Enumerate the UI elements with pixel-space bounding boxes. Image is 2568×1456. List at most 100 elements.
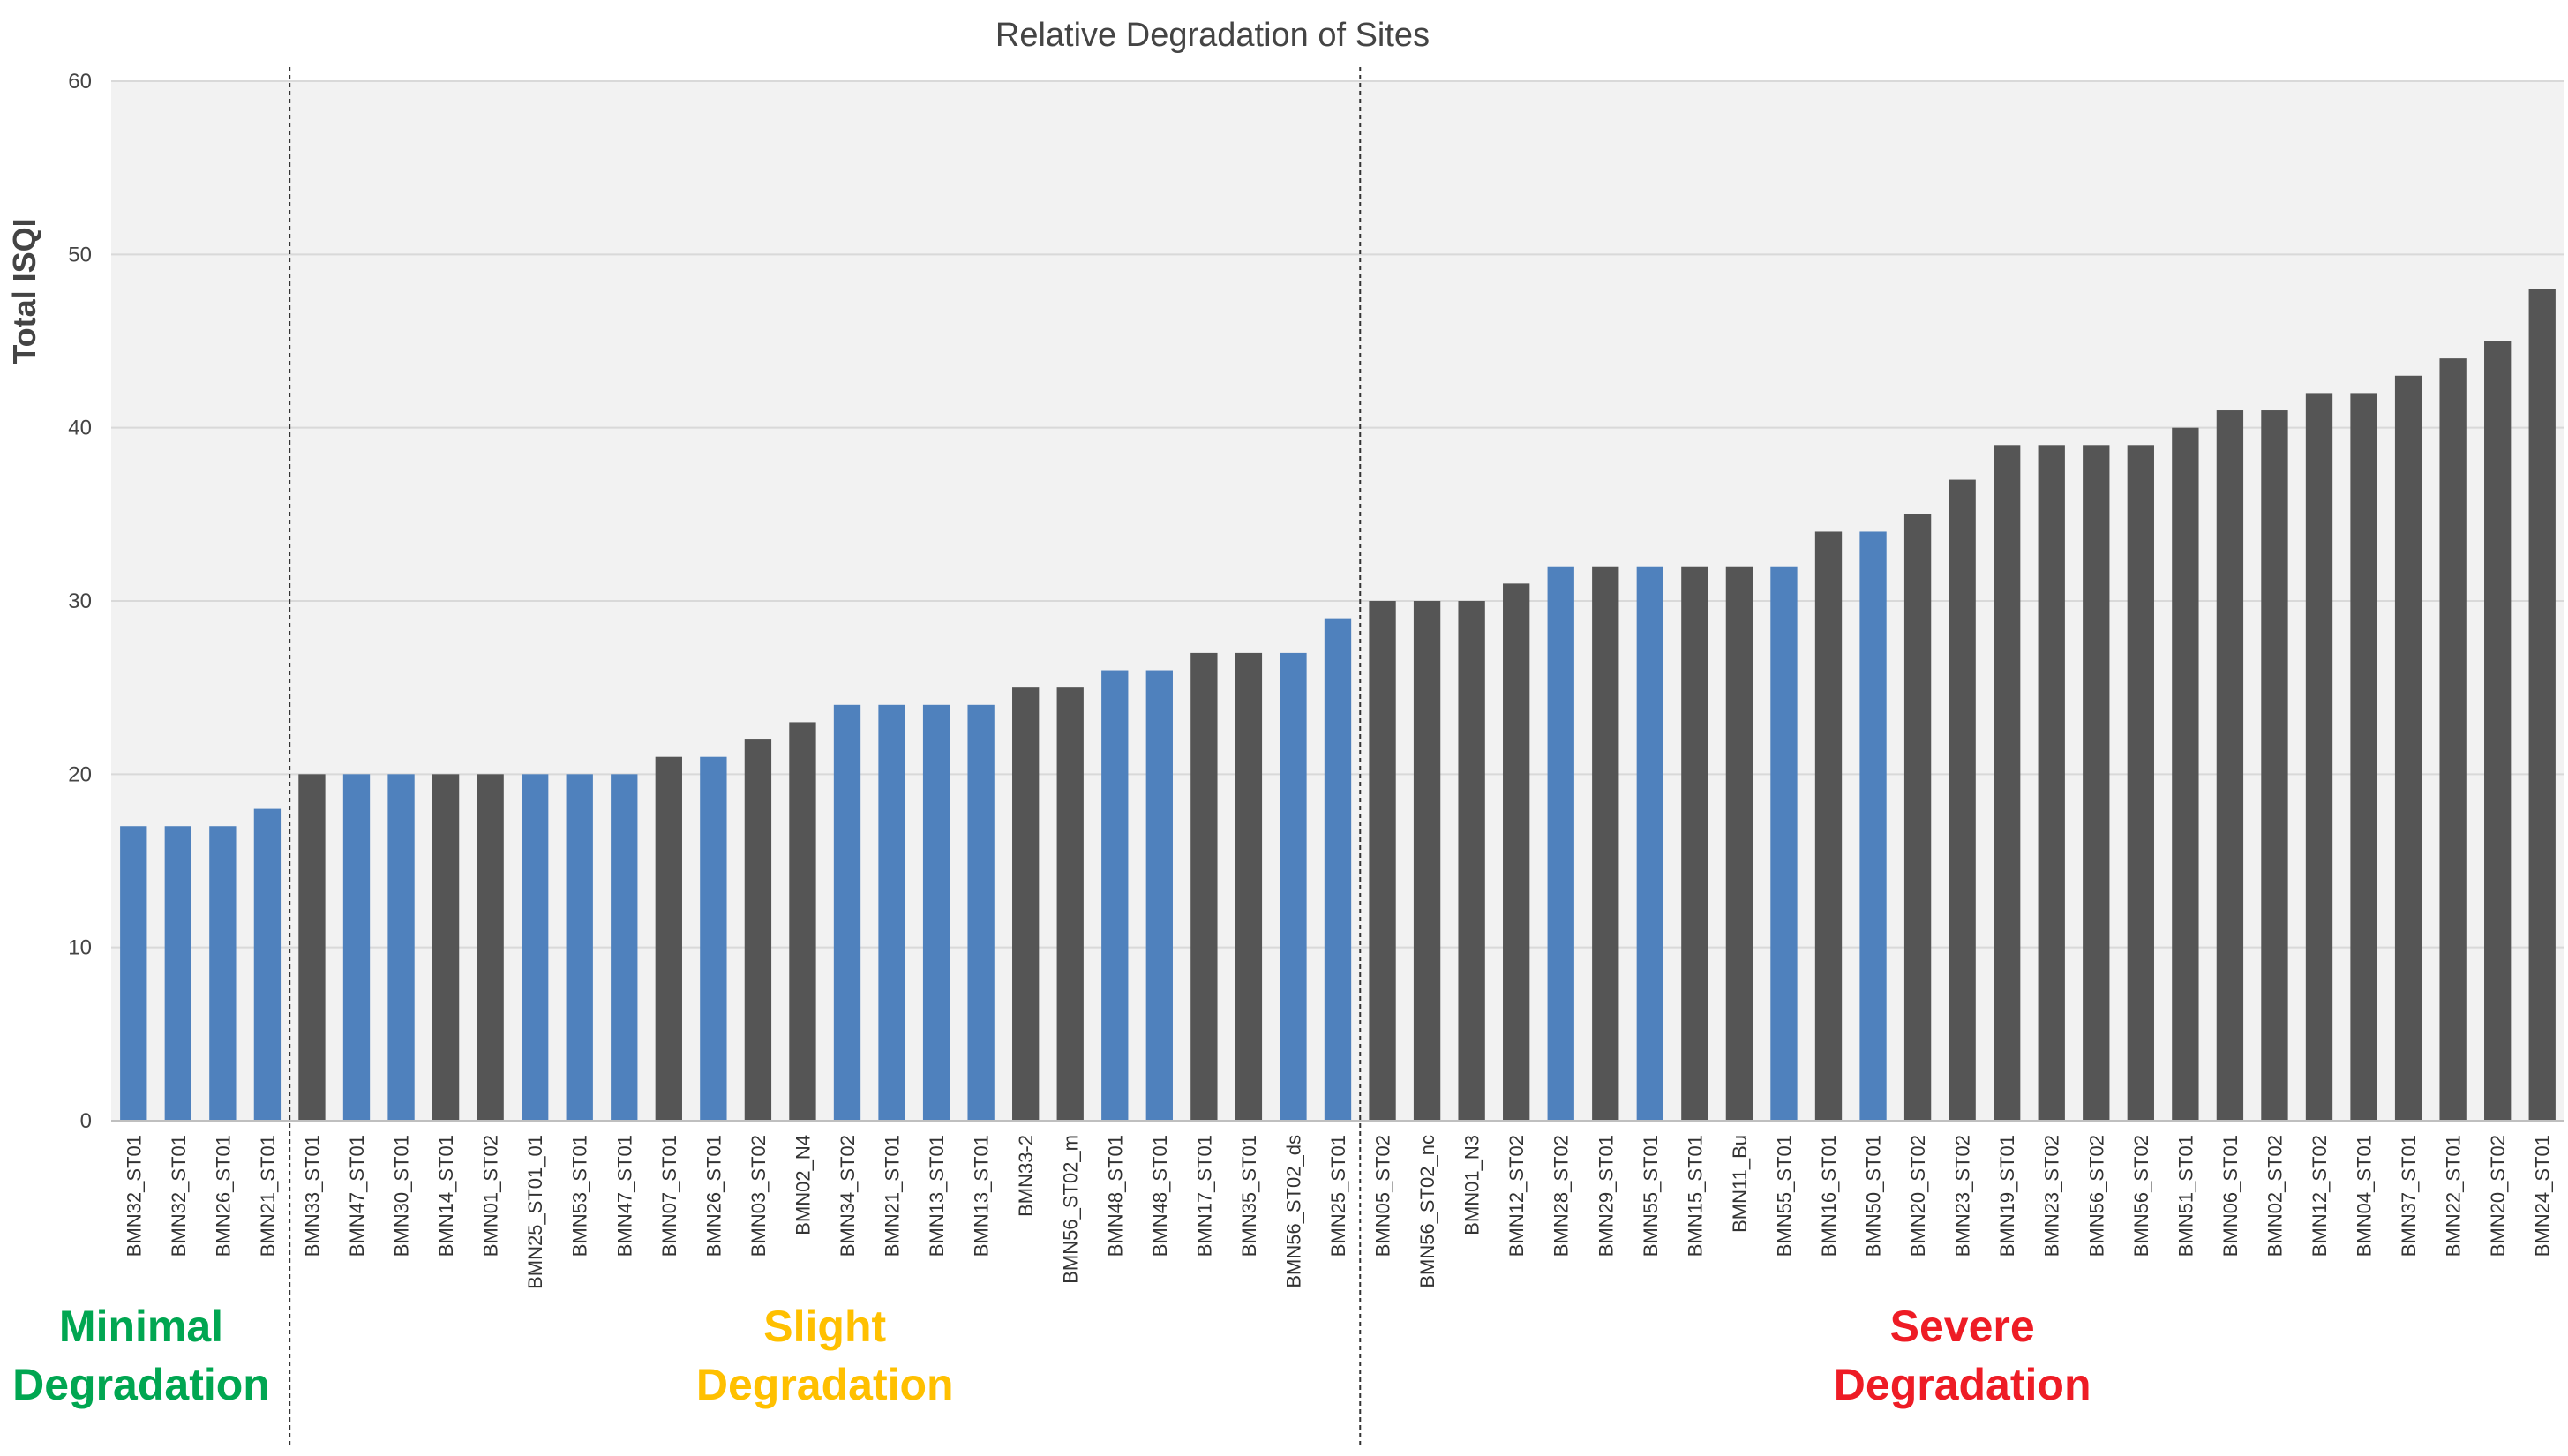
bar	[967, 704, 995, 1121]
x-tick-label: BMN21_ST01	[882, 1135, 904, 1257]
bar	[1101, 670, 1129, 1121]
bar	[1725, 566, 1753, 1121]
bar	[922, 704, 950, 1121]
bar	[700, 756, 727, 1121]
bar	[2439, 358, 2467, 1122]
x-tick-label: BMN35_ST01	[1238, 1135, 1260, 1257]
x-tick-label: BMN53_ST01	[569, 1135, 591, 1257]
bar	[2528, 289, 2556, 1122]
bar	[522, 774, 549, 1121]
bar	[744, 739, 772, 1121]
bar	[1681, 566, 1708, 1121]
bar	[1949, 479, 1976, 1121]
x-tick-label: BMN47_ST01	[346, 1135, 368, 1257]
bar	[387, 774, 415, 1121]
x-tick-label: BMN26_ST01	[212, 1135, 234, 1257]
zone-label-line2: Degradation	[696, 1360, 954, 1409]
bar	[1770, 566, 1798, 1121]
bar	[2038, 445, 2065, 1121]
bar	[1994, 445, 2021, 1121]
x-tick-label: BMN23_ST02	[1952, 1135, 1974, 1257]
bar	[2216, 410, 2244, 1121]
x-tick-label: BMN23_ST02	[2041, 1135, 2063, 1257]
x-tick-label: BMN55_ST01	[1773, 1135, 1795, 1257]
bar	[477, 774, 504, 1121]
x-tick-label: BMN06_ST01	[2219, 1135, 2241, 1257]
x-tick-label: BMN17_ST01	[1193, 1135, 1215, 1257]
x-tick-label: BMN32_ST01	[123, 1135, 145, 1257]
y-tick-label: 20	[68, 762, 92, 786]
bar	[1814, 531, 1843, 1121]
bar	[1547, 566, 1574, 1121]
x-tick-label: BMN50_ST01	[1863, 1135, 1885, 1257]
x-tick-label: BMN05_ST02	[1372, 1135, 1394, 1257]
x-tick-label: BMN34_ST02	[837, 1135, 859, 1257]
x-tick-label: BMN56_ST02_nc	[1416, 1135, 1438, 1288]
bar	[2261, 410, 2288, 1121]
x-tick-label: BMN33-2	[1015, 1135, 1037, 1217]
y-tick-labels: 0 10 20 30 40 50 60	[68, 70, 92, 1133]
bar	[655, 756, 682, 1121]
bar	[1369, 601, 1396, 1121]
x-tick-label: BMN03_ST02	[747, 1135, 770, 1257]
bar	[1413, 601, 1441, 1121]
bar	[1324, 618, 1352, 1121]
x-tick-label: BMN12_ST02	[2309, 1135, 2331, 1257]
x-tick-label: BMN28_ST02	[1551, 1135, 1573, 1257]
bar	[611, 774, 638, 1121]
bar	[566, 774, 593, 1121]
y-tick-label: 40	[68, 417, 92, 440]
bar	[2172, 427, 2199, 1122]
bar	[1012, 687, 1040, 1121]
y-axis-label: Total ISQI	[6, 218, 42, 364]
x-tick-label: BMN25_ST01_01	[524, 1135, 546, 1289]
x-tick-label: BMN07_ST01	[658, 1135, 680, 1257]
x-tick-label: BMN14_ST01	[435, 1135, 457, 1257]
x-tick-labels: BMN32_ST01 BMN32_ST01 BMN26_ST01 BMN21_ST01…	[123, 1135, 2553, 1289]
x-tick-label: BMN56_ST02_ds	[1282, 1135, 1304, 1288]
x-tick-label: BMN51_ST01	[2174, 1135, 2196, 1257]
bar	[120, 826, 147, 1121]
bar	[1503, 583, 1530, 1121]
x-tick-label: BMN02_N4	[792, 1135, 814, 1235]
bar	[878, 704, 905, 1121]
bar	[1636, 566, 1663, 1121]
bar	[2484, 341, 2512, 1121]
y-tick-label: 10	[68, 936, 92, 960]
y-tick-label: 30	[68, 589, 92, 613]
bar	[2394, 375, 2422, 1121]
bar	[164, 826, 191, 1121]
bar	[298, 774, 326, 1121]
x-tick-label: BMN30_ST01	[391, 1135, 413, 1257]
x-tick-label: BMN12_ST02	[1506, 1135, 1528, 1257]
x-tick-label: BMN56_ST02	[2085, 1135, 2107, 1257]
x-tick-label: BMN01_N3	[1461, 1135, 1483, 1235]
x-tick-label: BMN20_ST02	[2487, 1135, 2509, 1257]
zone-labels: Minimal Degradation Slight Degradation Sever…	[12, 1302, 2091, 1409]
bar	[2305, 393, 2333, 1121]
zone-label-line1: Severe	[1890, 1302, 2035, 1351]
bar	[1458, 601, 1485, 1121]
x-tick-label: BMN22_ST01	[2443, 1135, 2465, 1257]
bar	[1280, 652, 1307, 1121]
bar	[342, 774, 371, 1121]
x-tick-label: BMN21_ST01	[257, 1135, 279, 1257]
bar	[253, 808, 282, 1121]
bar	[2083, 445, 2110, 1121]
chart-title: Relative Degradation of Sites	[995, 17, 1430, 54]
bar	[1592, 566, 1619, 1121]
x-tick-label: BMN33_ST01	[301, 1135, 323, 1257]
zone-label-line1: Minimal	[59, 1302, 223, 1351]
x-tick-label: BMN04_ST01	[2354, 1135, 2376, 1257]
bar	[1859, 531, 1887, 1121]
y-tick-label: 0	[80, 1109, 92, 1133]
x-tick-label: BMN19_ST01	[1996, 1135, 2018, 1257]
bar	[789, 722, 816, 1121]
x-tick-label: BMN24_ST01	[2532, 1135, 2554, 1257]
zone-label-line2: Degradation	[1834, 1360, 2091, 1409]
x-tick-label: BMN13_ST01	[926, 1135, 948, 1257]
x-tick-label: BMN13_ST01	[971, 1135, 993, 1257]
bar	[2350, 393, 2377, 1121]
